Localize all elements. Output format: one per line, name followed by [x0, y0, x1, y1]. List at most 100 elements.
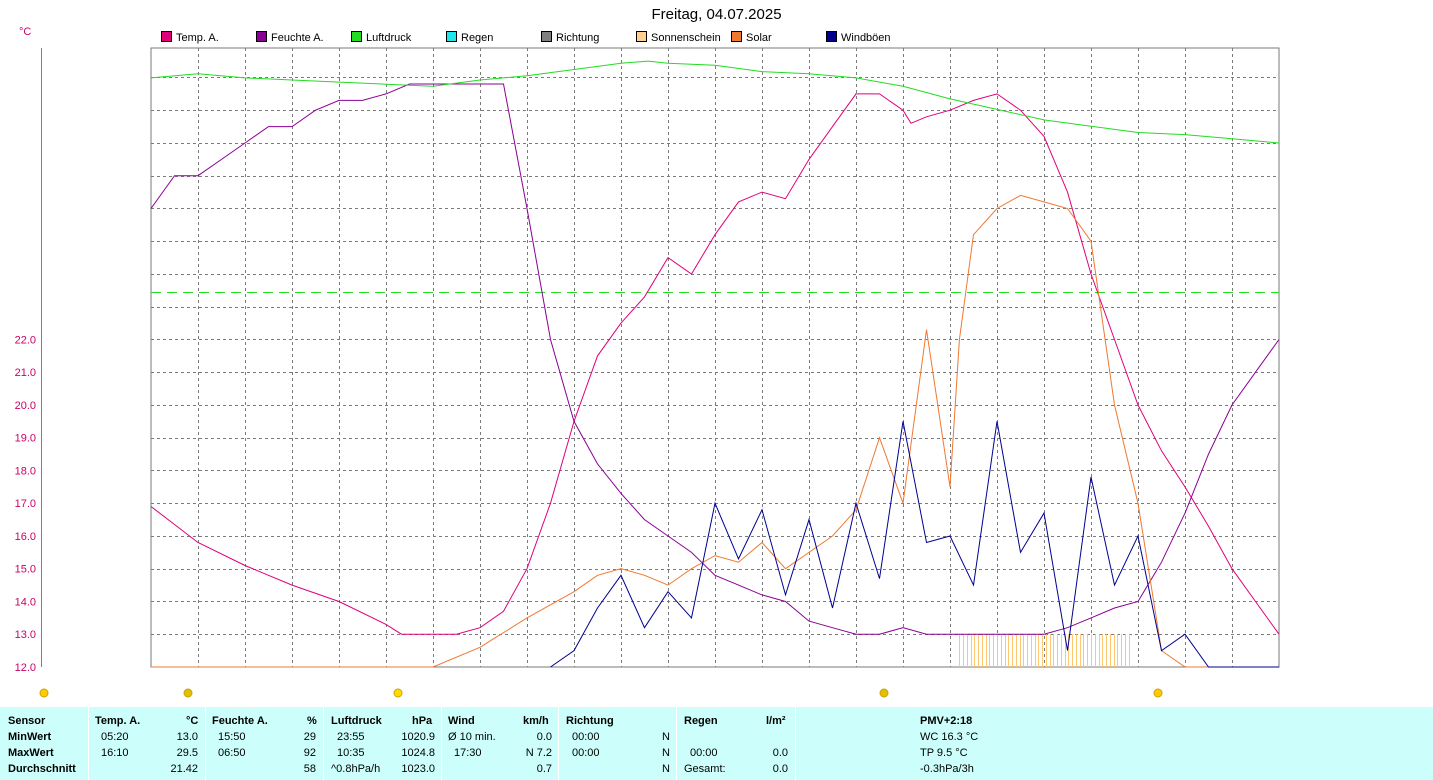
header-temp: Temp. A.	[95, 715, 141, 727]
y-tick-label: 13.0	[15, 629, 36, 641]
legend-item-gusts[interactable]: Windböen	[826, 31, 891, 44]
legend-item-sunshine[interactable]: Sonnenschein	[636, 31, 721, 44]
avg-temp-value: 21.42	[170, 763, 198, 775]
max-press-time: 10:35	[337, 747, 365, 759]
header-humidity-unit: %	[307, 715, 317, 727]
header-wind-unit: km/h	[523, 715, 549, 727]
max-wind-value: N 7.2	[525, 747, 552, 759]
legend-swatch	[636, 31, 647, 42]
table-divider	[88, 707, 89, 780]
sun-icon	[39, 688, 49, 698]
max-hum-time: 06:50	[218, 747, 246, 759]
legend-item-rain[interactable]: Regen	[446, 31, 493, 44]
max-temp-value: 29.5	[176, 747, 198, 759]
y-tick-label: 20.0	[15, 400, 36, 412]
pmv-line-1: WC 16.3 °C	[920, 731, 979, 743]
max-hum-value: 92	[303, 747, 316, 759]
table-divider	[205, 707, 206, 780]
max-temp-time: 16:10	[101, 747, 129, 759]
avg-press-value: 1023.0	[401, 763, 435, 775]
y-axis-unit: °C	[19, 26, 32, 38]
legend-swatch	[446, 31, 457, 42]
y-tick-label: 14.0	[15, 596, 36, 608]
max-rain-value: 0.0	[772, 747, 788, 759]
table-divider	[323, 707, 324, 780]
y-tick-label: 22.0	[15, 334, 36, 346]
chart-title: Freitag, 04.07.2025	[651, 6, 782, 23]
row-label-min: MinWert	[8, 731, 52, 743]
min-wind-value: 0.0	[536, 731, 552, 743]
header-humidity: Feuchte A.	[212, 715, 268, 727]
legend-label: Luftdruck	[366, 32, 412, 44]
header-pressure-unit: hPa	[412, 715, 433, 727]
legend-label: Regen	[461, 32, 494, 44]
max-press-value: 1024.8	[401, 747, 435, 759]
min-wind-time: Ø 10 min.	[448, 731, 496, 743]
y-tick-label: 16.0	[15, 531, 36, 543]
header-temp-unit: °C	[186, 715, 199, 727]
header-wind: Wind	[448, 715, 475, 727]
pmv-line-3: -0.3hPa/3h	[920, 763, 974, 775]
legend-item-solar[interactable]: Solar	[731, 31, 772, 44]
stats-table: Sensor Temp. A. °C Feuchte A. % Luftdruc…	[0, 707, 1433, 780]
max-dir-time: 00:00	[572, 747, 600, 759]
pmv-line-2: TP 9.5 °C	[920, 747, 968, 759]
min-hum-value: 29	[303, 731, 316, 743]
min-temp-value: 13.0	[176, 731, 198, 743]
series-line-windb-en	[550, 421, 1279, 668]
y-tick-label: 15.0	[15, 564, 36, 576]
header-pressure: Luftdruck	[331, 715, 382, 727]
sun-outline-icon	[1153, 688, 1163, 698]
legend-item-humidity[interactable]: Feuchte A.	[256, 31, 324, 44]
chart-legend: Temp. A. Feuchte A. Luftdruck Regen Rich…	[161, 31, 1061, 45]
legend-swatch	[826, 31, 837, 42]
avg-dir-value: N	[662, 763, 670, 775]
legend-label: Richtung	[556, 32, 600, 44]
legend-item-direction[interactable]: Richtung	[541, 31, 599, 44]
table-divider	[441, 707, 442, 780]
legend-swatch	[256, 31, 267, 42]
series-line-feuchte-a	[150, 83, 1280, 635]
header-direction: Richtung	[566, 715, 614, 727]
max-dir-value: N	[662, 747, 670, 759]
legend-label: Feuchte A.	[271, 32, 324, 44]
min-temp-time: 05:20	[101, 731, 129, 743]
y-tick-label: 19.0	[15, 433, 36, 445]
sun-cloud-icon	[879, 688, 889, 698]
table-divider	[795, 707, 796, 780]
legend-label: Temp. A.	[176, 32, 219, 44]
avg-wind-value: 0.7	[536, 763, 552, 775]
sun-cloud-icon	[183, 688, 193, 698]
legend-swatch	[161, 31, 172, 42]
chart-plot: 12.0 13.0 14.0 15.0 16.0 17.0 18.0 19.0 20.0 21.0…	[15, 47, 1280, 698]
header-rain: Regen	[684, 715, 718, 727]
table-divider	[558, 707, 559, 780]
row-label-max: MaxWert	[8, 747, 54, 759]
max-wind-time: 17:30	[454, 747, 482, 759]
avg-hum-value: 58	[303, 763, 316, 775]
legend-label: Solar	[746, 32, 772, 44]
legend-label: Sonnenschein	[651, 32, 721, 44]
series-line-temp-a	[150, 93, 1280, 635]
series-line-solar	[151, 194, 1279, 668]
rain-total-value: 0.0	[772, 763, 788, 775]
legend-swatch	[541, 31, 552, 42]
legend-item-pressure[interactable]: Luftdruck	[351, 31, 411, 44]
header-sensor: Sensor	[8, 715, 46, 727]
max-rain-time: 00:00	[690, 747, 718, 759]
sun-icon	[393, 688, 403, 698]
y-tick-label: 12.0	[15, 662, 36, 674]
min-dir-time: 00:00	[572, 731, 600, 743]
legend-label: Windböen	[841, 32, 891, 44]
row-label-avg: Durchschnitt	[8, 763, 76, 775]
legend-item-temp[interactable]: Temp. A.	[161, 31, 219, 44]
series-line-luftdruck	[150, 60, 1280, 144]
min-hum-time: 15:50	[218, 731, 246, 743]
y-tick-label: 17.0	[15, 498, 36, 510]
legend-swatch	[351, 31, 362, 42]
y-tick-label: 21.0	[15, 367, 36, 379]
y-tick-label: 18.0	[15, 465, 36, 477]
header-pmv: PMV+2:18	[920, 715, 973, 727]
legend-swatch	[731, 31, 742, 42]
header-rain-unit: l/m²	[766, 715, 786, 727]
